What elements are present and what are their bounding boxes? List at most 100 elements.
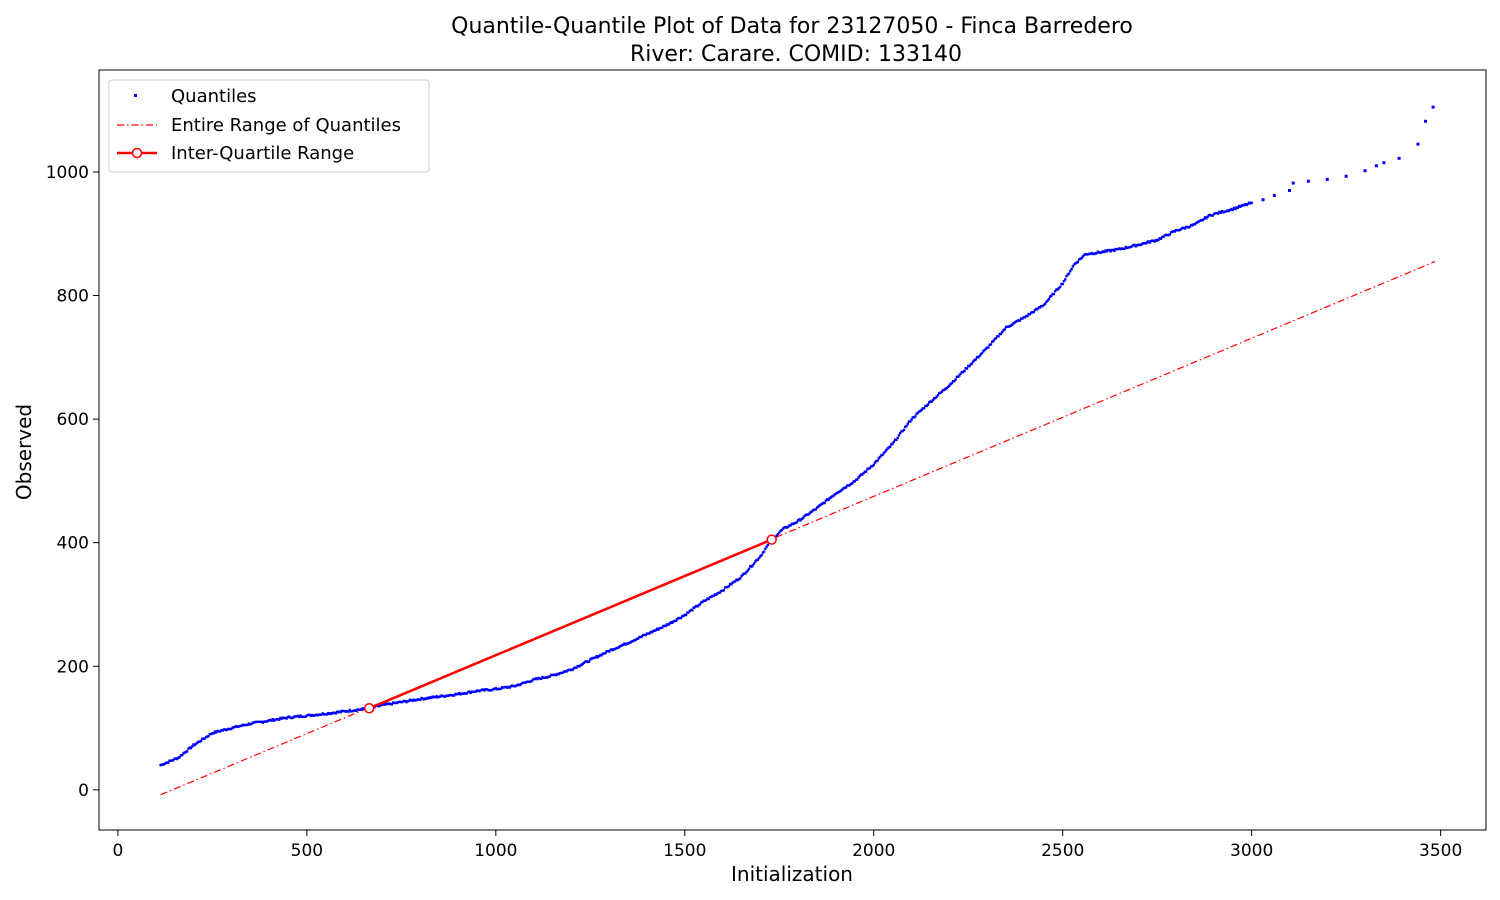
quantile-point <box>779 529 782 533</box>
quantile-point <box>1130 245 1134 248</box>
quantile-point <box>691 609 694 612</box>
quantile-point <box>896 436 899 440</box>
quantile-points <box>159 105 1435 767</box>
quantile-point <box>407 699 411 703</box>
quantile-point <box>852 480 855 483</box>
quantile-point <box>321 712 325 715</box>
quantile-point <box>1053 290 1057 293</box>
quantile-point <box>232 725 235 729</box>
quantile-point <box>378 704 382 708</box>
quantile-point <box>1106 248 1110 252</box>
quantile-point <box>1013 321 1017 324</box>
quantile-point <box>698 603 702 606</box>
quantile-point <box>165 761 169 764</box>
quantile-point <box>440 694 443 697</box>
quantile-point <box>958 374 961 377</box>
quantile-point <box>1046 299 1049 302</box>
quantile-point <box>410 698 413 702</box>
quantile-point <box>1067 272 1071 275</box>
quantile-point <box>304 715 307 718</box>
quantile-point <box>793 522 796 525</box>
quantile-point <box>299 714 302 717</box>
quantile-point <box>1081 255 1085 258</box>
quantile-point <box>1230 207 1233 211</box>
quantile-point <box>823 501 826 505</box>
quantile-point <box>740 575 743 578</box>
quantile-point <box>201 737 204 740</box>
quantile-point <box>1161 235 1164 239</box>
quantile-point <box>317 713 321 716</box>
quantile-point <box>839 489 843 492</box>
quantile-point <box>1056 288 1059 291</box>
quantile-point <box>647 632 650 635</box>
quantile-point <box>1218 210 1221 213</box>
quantile-point <box>424 697 427 700</box>
quantile-point <box>323 713 326 716</box>
quantile-point <box>1066 273 1069 276</box>
x-tick-label: 3500 <box>1419 841 1462 861</box>
quantile-point <box>822 501 825 505</box>
quantile-point <box>240 724 243 728</box>
quantile-point <box>490 688 494 692</box>
quantile-point <box>595 655 598 658</box>
quantile-point <box>395 701 399 705</box>
quantile-point <box>702 599 705 602</box>
quantile-point <box>677 616 680 620</box>
quantile-point <box>222 728 225 731</box>
quantile-point <box>660 626 664 629</box>
quantile-point <box>888 445 892 448</box>
quantile-point <box>316 714 319 717</box>
quantile-point <box>174 757 178 760</box>
quantile-point <box>445 694 448 697</box>
quantile-point <box>463 692 466 695</box>
quantile-point <box>905 424 908 428</box>
quantile-point <box>1116 247 1120 251</box>
quantile-point <box>209 732 213 736</box>
quantile-point <box>533 677 537 681</box>
quantile-point <box>1215 211 1218 215</box>
quantile-point <box>866 467 869 471</box>
quantile-point <box>518 683 521 687</box>
quantile-point <box>973 358 976 362</box>
quantile-point <box>815 506 819 509</box>
quantile-point <box>353 709 357 712</box>
quantile-point <box>1006 325 1009 329</box>
quantile-point <box>1179 227 1183 231</box>
quantile-point <box>1125 246 1129 250</box>
quantile-point <box>206 735 209 738</box>
quantile-point <box>960 370 964 374</box>
quantile-point <box>608 650 611 653</box>
quantile-point <box>335 710 339 714</box>
quantile-point <box>275 718 278 721</box>
quantile-point <box>853 480 857 483</box>
quantile-point <box>934 396 937 400</box>
quantile-point <box>667 623 670 627</box>
quantile-point <box>746 569 749 572</box>
quantile-point <box>634 638 637 642</box>
quantile-point <box>1035 307 1038 311</box>
quantile-point <box>1214 212 1217 215</box>
quantile-point <box>1287 188 1291 192</box>
legend-quantiles-label: Quantiles <box>171 86 257 107</box>
quantile-point <box>519 682 523 686</box>
quantile-point <box>1187 226 1190 229</box>
quantile-point <box>780 528 783 532</box>
quantile-point <box>223 728 227 731</box>
quantile-point <box>185 750 189 753</box>
quantile-point <box>167 761 170 764</box>
quantile-point <box>752 562 756 565</box>
quantile-point <box>669 621 673 624</box>
quantile-point <box>963 369 966 373</box>
quantile-point <box>705 598 708 602</box>
quantile-point <box>829 496 833 499</box>
quantile-point <box>458 691 461 695</box>
quantile-point <box>1012 321 1015 325</box>
quantile-point <box>1118 247 1121 250</box>
quantile-point <box>674 619 678 623</box>
quantile-point <box>284 716 287 720</box>
quantile-point <box>736 578 739 582</box>
quantile-point <box>820 502 824 505</box>
quantile-point <box>589 658 592 661</box>
quantile-point <box>1064 278 1067 281</box>
